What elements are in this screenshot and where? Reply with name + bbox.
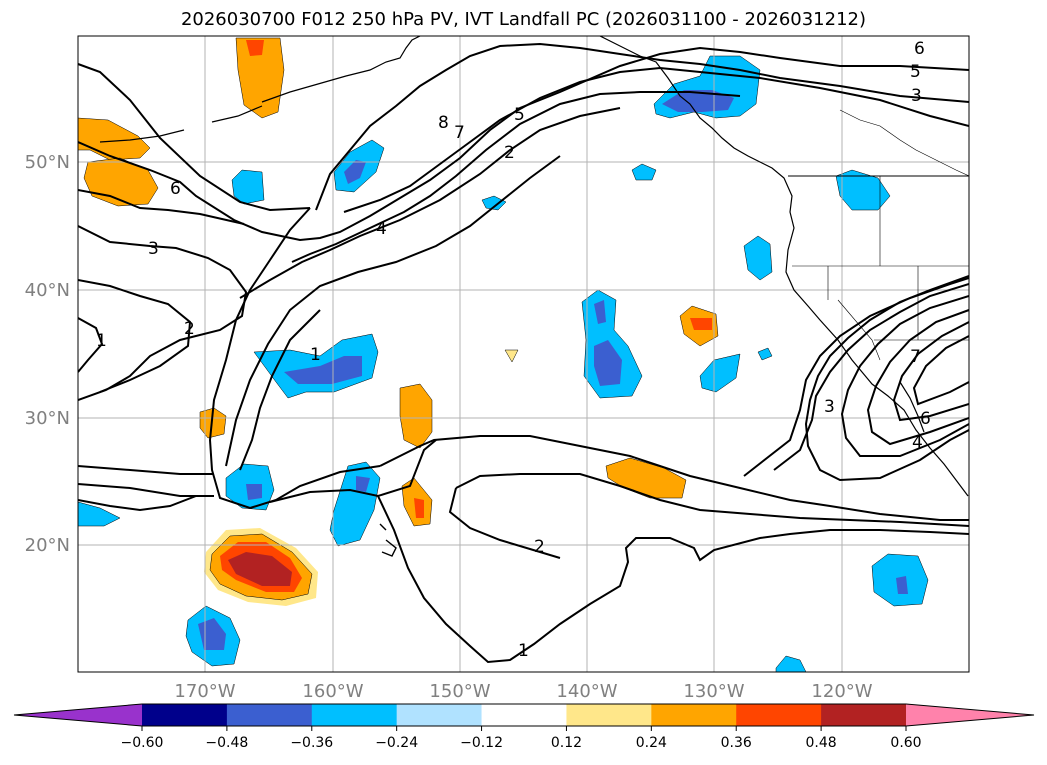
contour-label: 7 (910, 347, 921, 367)
lat-label: 50°N (25, 152, 70, 173)
colorbar-bin (566, 704, 652, 726)
longitude-labels: 170°W 160°W 150°W 140°W 130°W 120°W (174, 681, 872, 702)
lat-label: 40°N (25, 280, 70, 301)
contour-label: 3 (148, 239, 159, 259)
contour-label: 5 (910, 62, 921, 82)
contour-label: 6 (170, 179, 181, 199)
contour-label: 2 (534, 537, 545, 557)
colorbar-tick-label: −0.36 (290, 735, 333, 751)
lon-label: 170°W (174, 681, 235, 702)
colorbar-bin (821, 704, 907, 726)
contour-labels: 6 5 3 8 7 5 2 6 3 4 2 1 1 3 7 6 4 2 1 (96, 39, 931, 661)
colorbar-bin (396, 704, 483, 726)
contour-label: 4 (912, 433, 923, 453)
colorbar-bin (736, 704, 822, 726)
lat-label: 20°N (25, 535, 70, 556)
lon-label: 130°W (683, 681, 744, 702)
pv-contours (78, 42, 969, 664)
map-frame (77, 35, 970, 673)
lon-label: 160°W (302, 681, 363, 702)
graticule (78, 36, 969, 672)
contour-label: 2 (184, 319, 195, 339)
contour-label: 2 (504, 143, 515, 163)
colorbar-tick-label: −0.48 (205, 735, 248, 751)
colorbar-tick-label: −0.12 (460, 735, 503, 751)
colorbar-tick-label: 0.24 (636, 735, 667, 751)
contour-label: 5 (514, 105, 525, 125)
colorbar-tick-label: 0.48 (806, 735, 837, 751)
lon-label: 120°W (811, 681, 872, 702)
contour-label: 6 (920, 409, 931, 429)
contour-label: 8 (438, 113, 449, 133)
colorbar-bin (142, 704, 228, 726)
colorbar-bin (651, 704, 737, 726)
contour-label: 3 (824, 397, 835, 417)
contour-label: 1 (518, 641, 529, 661)
lon-label: 140°W (556, 681, 617, 702)
colorbar: −0.60 −0.48 −0.36 −0.24 −0.12 0.12 0.24 0.36 0.4… (13, 703, 1035, 751)
contour-label: 4 (376, 219, 387, 239)
colorbar-extend-low (14, 704, 142, 726)
lat-label: 30°N (25, 408, 70, 429)
colorbar-tick-label: −0.60 (121, 735, 164, 751)
map-title: 2026030700 F012 250 hPa PV, IVT Landfall… (180, 9, 867, 30)
lon-label: 150°W (429, 681, 490, 702)
contour-label: 3 (911, 86, 922, 106)
coastlines (99, 36, 969, 557)
contour-label: 1 (310, 345, 321, 365)
colorbar-tick-label: 0.60 (890, 735, 921, 751)
contour-label: 1 (96, 331, 107, 351)
colorbar-tick-label: −0.24 (375, 735, 418, 751)
latitude-labels: 50°N 40°N 30°N 20°N (25, 152, 70, 556)
colorbar-bin (226, 704, 313, 726)
contour-label: 6 (914, 39, 925, 59)
colorbar-extend-high (906, 704, 1034, 726)
colorbar-bin (311, 704, 398, 726)
contour-label: 7 (454, 123, 465, 143)
colorbar-tick-label: 0.12 (551, 735, 582, 751)
colorbar-bin (481, 704, 567, 726)
colorbar-tick-label: 0.36 (721, 735, 752, 751)
